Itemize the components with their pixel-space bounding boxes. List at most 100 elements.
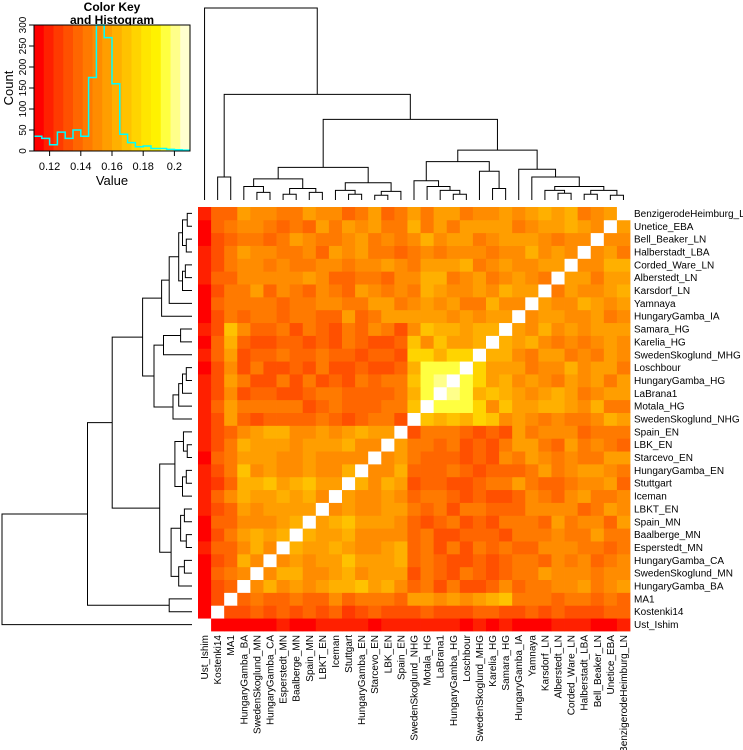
heatmap-cell — [198, 438, 212, 452]
heatmap-cell — [224, 489, 238, 503]
row-dendrogram-branch — [178, 566, 192, 587]
heatmap-cell — [407, 592, 421, 606]
heatmap-cell — [603, 399, 618, 413]
heatmap-cell — [198, 296, 212, 311]
heatmap-cell — [302, 399, 317, 413]
column-dendrogram-branch — [322, 118, 498, 168]
heatmap-cell — [407, 463, 421, 478]
heatmap-cell — [525, 425, 539, 439]
heatmap-cell — [198, 463, 212, 478]
heatmap-cell — [551, 245, 565, 259]
heatmap-cell — [564, 618, 579, 632]
heatmap-cell — [590, 309, 605, 324]
heatmap-cell — [525, 335, 539, 349]
heatmap-cell — [564, 528, 579, 542]
heatmap-cell — [420, 322, 435, 336]
color-key-swatch — [131, 25, 142, 151]
heatmap-cell — [486, 207, 500, 221]
heatmap-cell — [302, 348, 317, 362]
heatmap-cell — [472, 528, 487, 542]
heatmap-cell — [289, 502, 304, 516]
heatmap-cell — [224, 528, 238, 542]
heatmap-cell — [459, 438, 474, 452]
heatmap-cell — [355, 425, 369, 439]
heatmap-cell — [538, 566, 552, 581]
heatmap-cell — [263, 451, 277, 465]
heatmap-cell — [551, 553, 565, 568]
heatmap-cell — [551, 476, 565, 491]
heatmap-cell — [211, 412, 225, 426]
heatmap-cell — [499, 489, 513, 503]
heatmap-cell — [512, 579, 526, 593]
heatmap-cell — [224, 374, 238, 388]
heatmap-cell — [276, 412, 291, 426]
heatmap-cell — [616, 566, 631, 581]
heatmap-cell — [472, 322, 487, 336]
heatmap-cell — [328, 541, 343, 555]
heatmap-cell — [368, 541, 382, 555]
heatmap-cell — [263, 553, 277, 568]
heatmap-cell — [250, 425, 264, 439]
heatmap-cell — [433, 502, 448, 516]
heatmap-cell — [603, 489, 618, 503]
heatmap-cell — [342, 335, 356, 349]
heatmap-cell — [616, 553, 631, 568]
heatmap-cell — [315, 207, 330, 221]
heatmap-cell — [577, 502, 592, 516]
heatmap-cell — [603, 541, 618, 555]
heatmap-cell — [499, 348, 513, 362]
heatmap-cell — [577, 438, 592, 452]
column-dendrogram-branch — [277, 166, 369, 183]
heatmap-cell — [198, 374, 212, 388]
heatmap-cell — [577, 399, 592, 413]
heatmap-cell — [603, 412, 618, 426]
heatmap-cell — [616, 386, 631, 401]
heatmap-cell — [499, 566, 513, 581]
heatmap-cell — [302, 245, 317, 259]
heatmap-cell — [564, 271, 579, 285]
heatmap-cell — [355, 451, 369, 465]
heatmap-cell — [302, 374, 317, 388]
heatmap-cell — [302, 515, 317, 529]
heatmap-cell — [472, 425, 487, 439]
heatmap-cell — [302, 335, 317, 349]
heatmap-cell — [381, 618, 395, 632]
heatmap-cell — [237, 528, 251, 542]
heatmap-cell — [472, 271, 487, 285]
heatmap-cell — [394, 412, 408, 426]
heatmap-cell — [459, 258, 474, 272]
heatmap-cell — [486, 284, 500, 298]
heatmap-cell — [394, 232, 408, 246]
heatmap-cell — [616, 296, 631, 311]
heatmap-cell — [198, 476, 212, 491]
heatmap-cell — [198, 245, 212, 259]
heatmap-cell — [486, 463, 500, 478]
heatmap-cell — [407, 271, 421, 285]
heatmap-cell — [577, 476, 592, 491]
column-dendrogram-branch — [609, 194, 624, 200]
row-label: Baalberge_MN — [634, 530, 701, 541]
heatmap-cell — [224, 386, 238, 401]
heatmap-cell — [407, 553, 421, 568]
heatmap-cell — [289, 322, 304, 336]
heatmap-cell — [328, 592, 343, 606]
column-label: Starcevo_EN — [370, 635, 381, 694]
heatmap-cell — [564, 386, 579, 401]
heatmap-cell — [394, 374, 408, 388]
heatmap-cell — [237, 541, 251, 555]
heatmap-cell — [342, 245, 356, 259]
row-label: BenzigerodeHeimburg_LN — [634, 209, 743, 220]
heatmap-cell — [590, 528, 605, 542]
heatmap-cell — [328, 463, 343, 478]
heatmap-cell — [577, 605, 592, 619]
heatmap-cell — [315, 438, 330, 452]
heatmap-cell — [394, 463, 408, 478]
heatmap-cell — [224, 335, 238, 349]
heatmap-cell — [590, 489, 605, 503]
heatmap-cell — [459, 425, 474, 439]
heatmap-cell — [486, 296, 500, 311]
heatmap-cell — [564, 541, 579, 555]
heatmap-cell — [512, 553, 526, 568]
heatmap-cell — [525, 489, 539, 503]
heatmap-cell — [289, 245, 304, 259]
